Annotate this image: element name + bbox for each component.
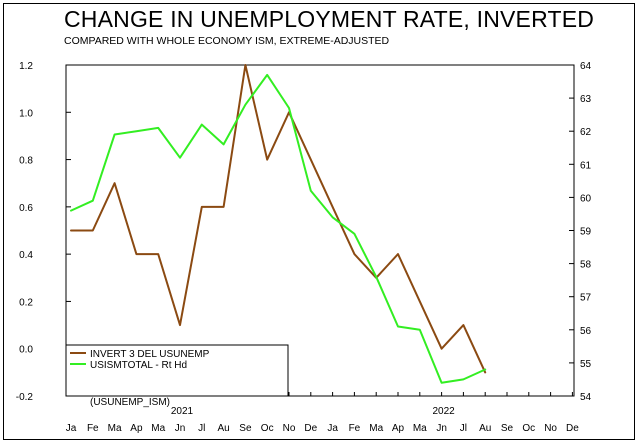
right-tick-label: 64 xyxy=(580,61,592,72)
series-line-2 xyxy=(70,73,487,384)
left-tick-label: 0.6 xyxy=(19,203,33,214)
left-tick-label: 0.2 xyxy=(19,297,33,308)
x-tick-label: Jl xyxy=(460,423,467,434)
right-tick-label: 54 xyxy=(580,392,592,403)
x-tick-label: Se xyxy=(239,423,252,434)
x-tick-label: Ja xyxy=(327,423,338,434)
chart-title: CHANGE IN UNEMPLOYMENT RATE, INVERTED xyxy=(64,6,595,32)
x-tick-label: Oc xyxy=(522,423,535,434)
x-tick-label: Jn xyxy=(175,423,186,434)
x-tick-label: No xyxy=(283,423,296,434)
right-tick-label: 63 xyxy=(580,94,592,105)
legend-note: (USUNEMP_ISM) xyxy=(90,397,170,408)
right-tick-label: 61 xyxy=(580,160,592,171)
left-tick-label: -0.2 xyxy=(16,392,34,403)
x-tick-label: Ma xyxy=(413,423,427,434)
x-tick-label: Ma xyxy=(108,423,122,434)
x-tick-label: No xyxy=(544,423,557,434)
left-tick-label: 0.4 xyxy=(19,250,33,261)
x-tick-label: Ja xyxy=(66,423,77,434)
right-tick-label: 57 xyxy=(580,293,592,304)
right-tick-label: 58 xyxy=(580,260,592,271)
chart-frame xyxy=(3,3,635,440)
x-tick-label: Ma xyxy=(151,423,165,434)
right-tick-label: 62 xyxy=(580,127,592,138)
x-tick-label: Jl xyxy=(198,423,205,434)
right-tick-label: 56 xyxy=(580,326,592,337)
chart-subtitle: COMPARED WITH WHOLE ECONOMY ISM, EXTREME… xyxy=(64,35,390,47)
x-tick-label: Au xyxy=(217,423,229,434)
year-label: 2022 xyxy=(432,406,455,417)
right-tick-label: 60 xyxy=(580,193,592,204)
series-line-1 xyxy=(70,64,487,374)
x-axis: Ja Fe Ma Ap Ma Jn Jl Au Se Oc No De Ja Fe Ma Ap Ma Jn Jl Au… xyxy=(66,392,579,434)
left-tick-label: 1.0 xyxy=(19,108,33,119)
year-label: 2021 xyxy=(171,406,194,417)
left-tick-label: 0.0 xyxy=(19,345,33,356)
legend-entry: INVERT 3 DEL USUNEMP xyxy=(90,349,210,360)
right-tick-label: 59 xyxy=(580,227,592,238)
x-tick-label: Fe xyxy=(87,423,99,434)
x-tick-label: Jn xyxy=(436,423,447,434)
x-tick-label: Ma xyxy=(369,423,383,434)
x-tick-label: Fe xyxy=(349,423,361,434)
left-tick-label: 1.2 xyxy=(19,61,33,72)
x-tick-label: Se xyxy=(501,423,514,434)
right-axis: 54 55 56 57 58 59 60 61 62 63 64 xyxy=(569,61,592,403)
legend-box xyxy=(65,344,289,397)
legend-entry: USISMTOTAL - Rt Hd xyxy=(90,360,187,371)
left-axis: -0.2 0.0 0.2 0.4 0.6 0.8 1.0 1.2 xyxy=(16,61,71,403)
x-tick-label: Au xyxy=(479,423,491,434)
left-tick-label: 0.8 xyxy=(19,156,33,167)
x-tick-label: Oc xyxy=(261,423,274,434)
x-tick-label: De xyxy=(566,423,579,434)
x-tick-label: De xyxy=(304,423,317,434)
right-tick-label: 55 xyxy=(580,359,592,370)
x-tick-label: Ap xyxy=(392,423,405,434)
x-tick-label: Ap xyxy=(130,423,143,434)
series-layer xyxy=(70,64,487,384)
